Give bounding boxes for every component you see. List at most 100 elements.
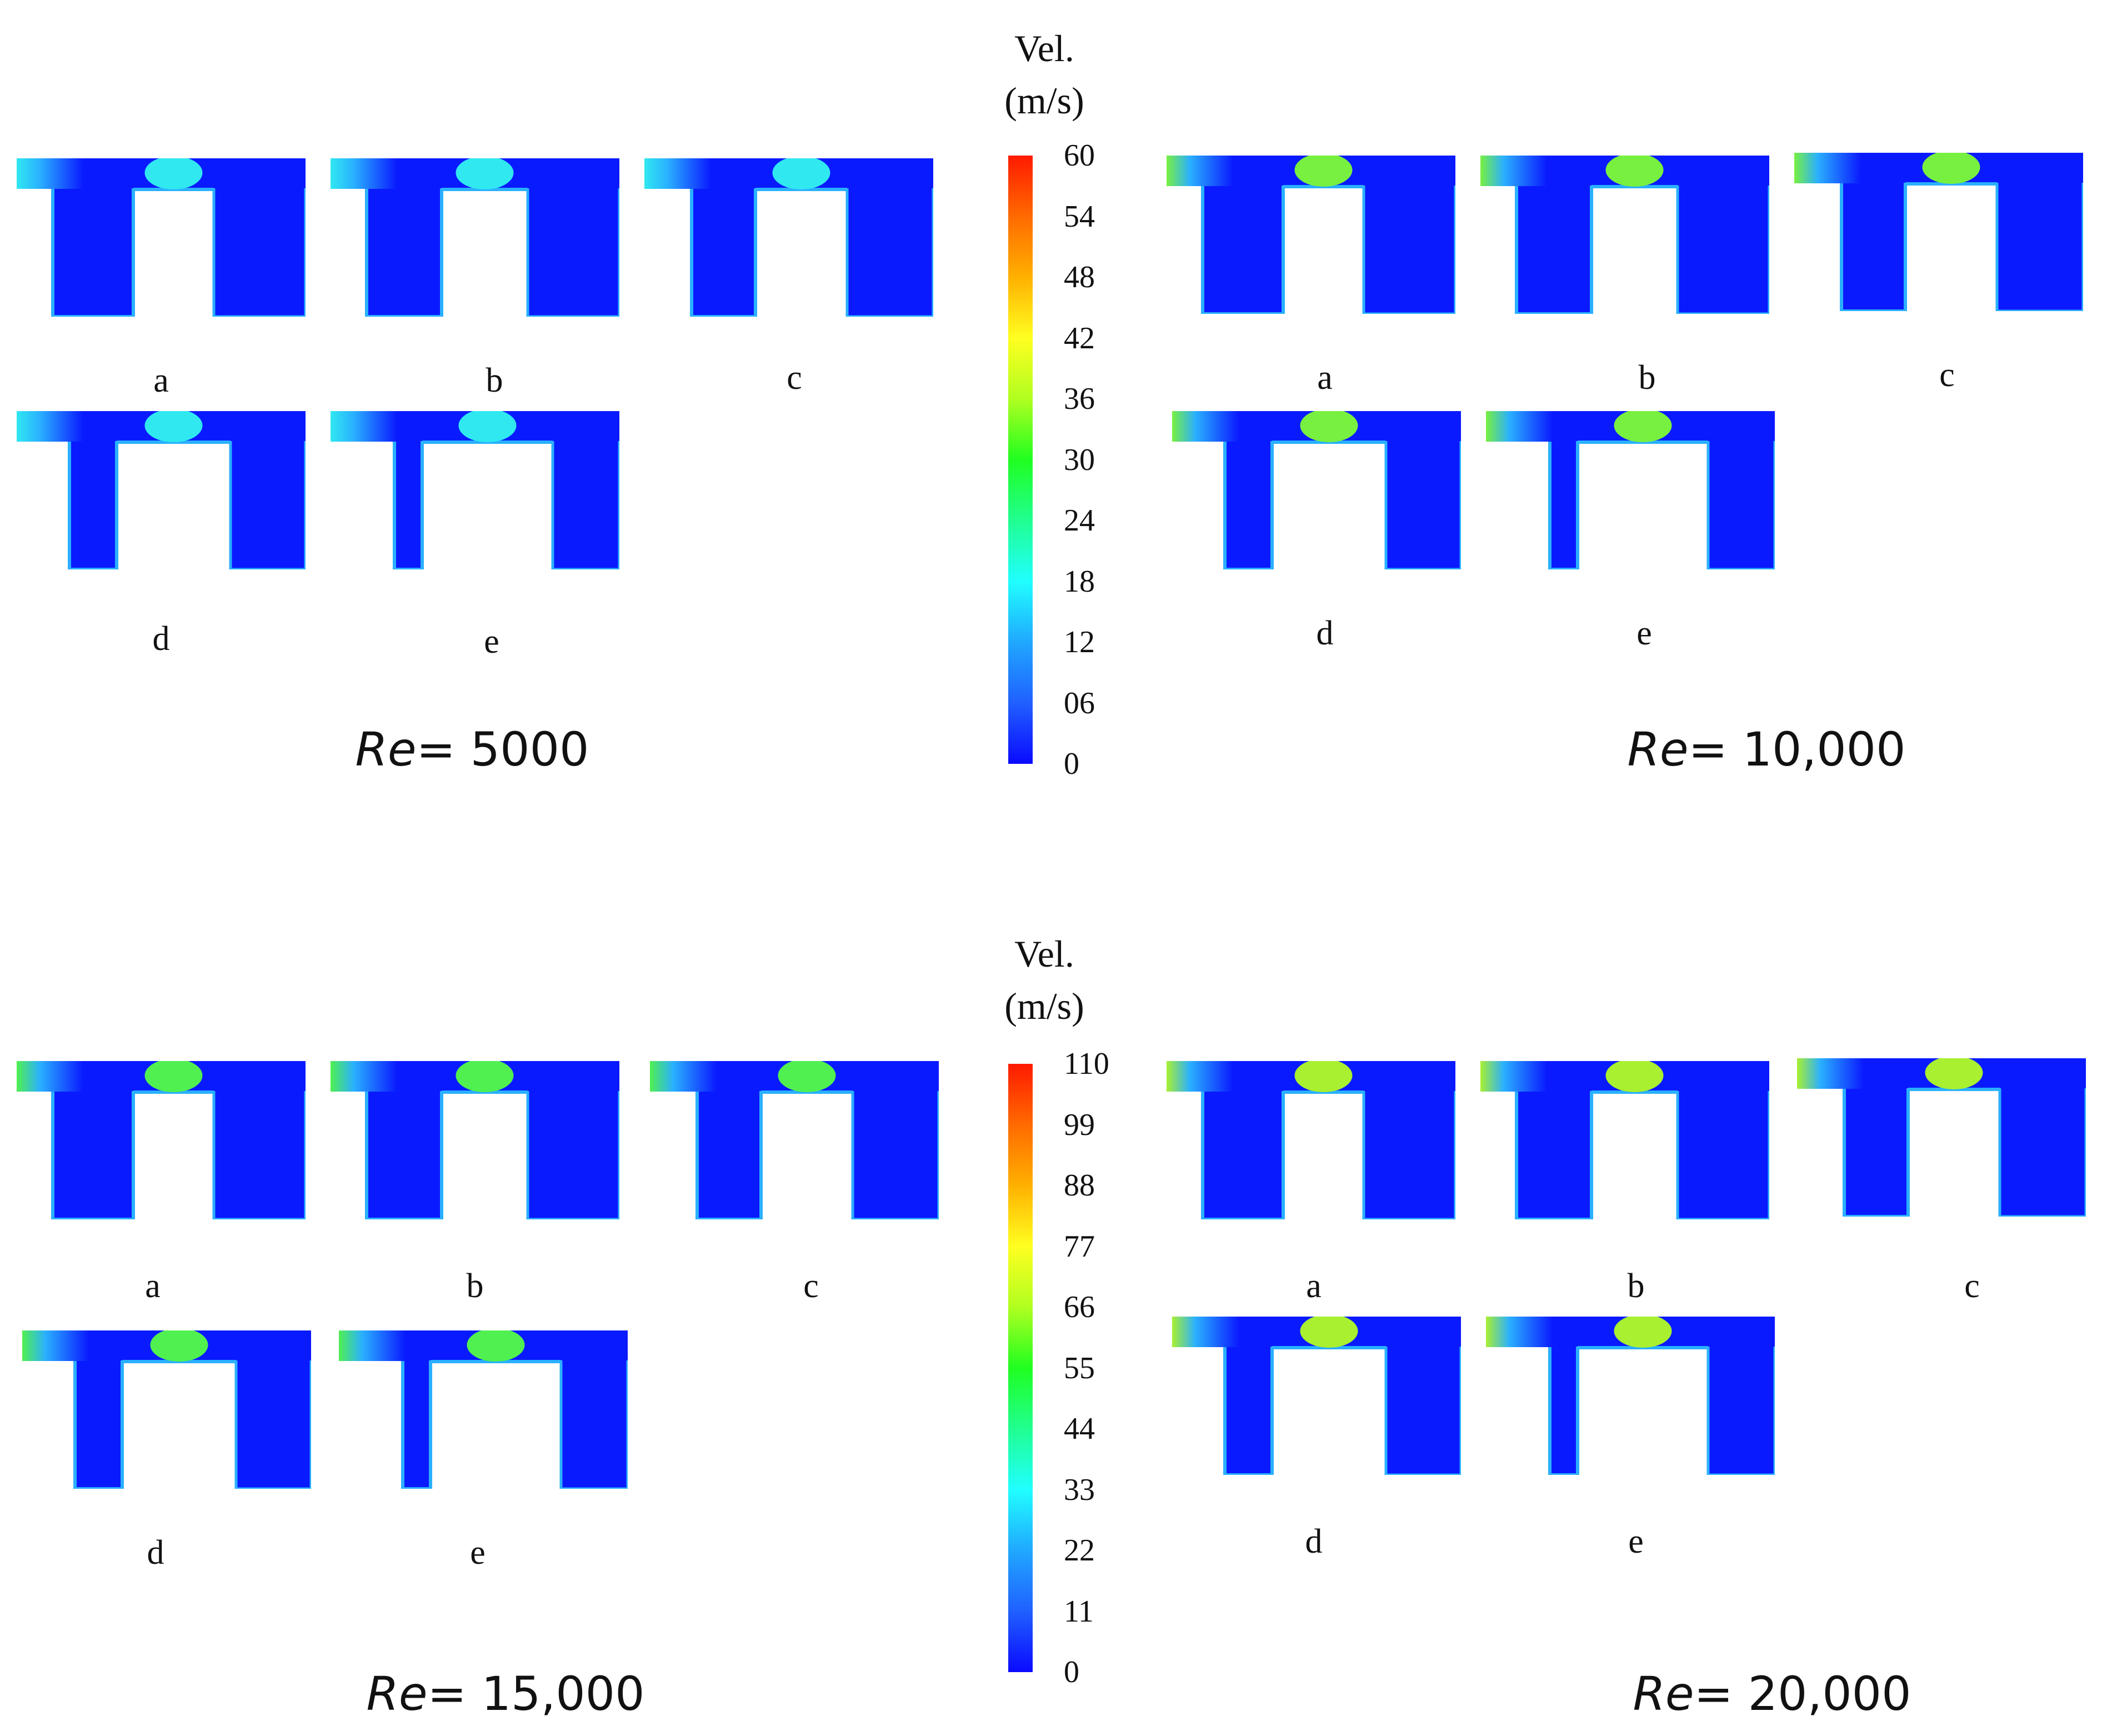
- left-cavity: [1515, 182, 1593, 314]
- right-cavity: [1362, 182, 1455, 314]
- colorbar-tick-label: 42: [1064, 321, 1095, 356]
- colorbar-tick-label: 0: [1064, 747, 1079, 781]
- contour-plot: [1167, 1061, 1455, 1219]
- throat-jet: [144, 158, 203, 189]
- colorbar-tick-label: 22: [1064, 1533, 1095, 1568]
- velocity-contour-d: [17, 411, 306, 569]
- left-cavity: [68, 437, 118, 569]
- contour-plot: [17, 411, 306, 569]
- throat-jet: [1294, 156, 1353, 187]
- throat-jet: [456, 158, 514, 189]
- colorbar-tick-label: 24: [1064, 503, 1095, 538]
- velocity-contour-a: [17, 158, 306, 317]
- panel-label-a: a: [1317, 359, 1333, 397]
- colorbar-tick-label: 06: [1064, 686, 1095, 721]
- colorbar-tick-label: 30: [1064, 442, 1095, 477]
- colorbar-tick-label: 33: [1064, 1472, 1095, 1507]
- right-cavity: [1384, 437, 1461, 569]
- re-symbol: Re: [366, 1667, 428, 1721]
- velocity-contour-e: [1486, 411, 1775, 569]
- colorbar-tick-label: 54: [1064, 199, 1095, 234]
- panel-label-e: e: [1628, 1523, 1644, 1560]
- panel-label-c: c: [803, 1267, 819, 1305]
- panel-label-a: a: [153, 362, 169, 399]
- contour-plot: [644, 158, 933, 317]
- panel-label-d: d: [147, 1534, 164, 1572]
- colorbar-tick-label: 110: [1064, 1047, 1109, 1081]
- left-cavity: [1201, 1087, 1285, 1219]
- panel-label-b: b: [466, 1267, 484, 1305]
- throat-jet: [467, 1330, 525, 1362]
- velocity-contour-d: [1172, 411, 1461, 569]
- colorbar-gradient: [1008, 156, 1033, 764]
- reynolds-number-label: Re= 15,000: [366, 1667, 644, 1721]
- throat-jet: [1925, 1058, 1983, 1089]
- right-cavity: [1706, 1343, 1775, 1475]
- contour-plot: [339, 1330, 628, 1489]
- contour-plot: [331, 1061, 619, 1219]
- left-cavity: [365, 1087, 443, 1219]
- panel-label-c: c: [787, 359, 802, 397]
- contour-plot: [331, 158, 619, 317]
- left-cavity: [1223, 437, 1274, 569]
- right-cavity: [1995, 179, 2083, 311]
- throat-jet: [1605, 1061, 1664, 1092]
- panel-label-e: e: [1636, 614, 1652, 652]
- left-cavity: [1548, 1343, 1579, 1475]
- colorbar-tick-label: 12: [1064, 625, 1095, 659]
- contour-plot: [1172, 1317, 1461, 1475]
- re-value: = 15,000: [427, 1667, 645, 1721]
- velocity-contour-a: [17, 1061, 306, 1219]
- panel-label-b: b: [1638, 359, 1656, 397]
- colorbar-gradient: [1008, 1064, 1033, 1672]
- left-cavity: [51, 1087, 135, 1219]
- panel-label-d: d: [1316, 614, 1334, 652]
- colorbar-tick-label: 88: [1064, 1168, 1095, 1203]
- colorbar-title: Vel. (m/s): [961, 22, 1128, 127]
- colorbar-tick-label: 48: [1064, 260, 1095, 294]
- colorbar-tick-label: 0: [1064, 1655, 1079, 1689]
- left-cavity: [365, 184, 443, 317]
- panel-label-a: a: [1306, 1267, 1322, 1305]
- right-cavity: [212, 184, 306, 317]
- velocity-contour-b: [331, 1061, 619, 1219]
- throat-jet: [458, 411, 517, 442]
- velocity-contour-c: [1794, 153, 2083, 311]
- contour-plot: [22, 1330, 311, 1489]
- right-cavity: [851, 1087, 939, 1219]
- contour-plot: [650, 1061, 939, 1219]
- right-cavity: [559, 1357, 628, 1489]
- velocity-contour-b: [1480, 156, 1769, 314]
- throat-jet: [778, 1061, 836, 1092]
- right-cavity: [1676, 1087, 1769, 1219]
- contour-plot: [1167, 156, 1455, 314]
- right-cavity: [212, 1087, 306, 1219]
- panel-label-b: b: [1627, 1267, 1645, 1305]
- re-value: = 20,000: [1694, 1667, 1911, 1721]
- throat-jet: [1614, 1317, 1672, 1348]
- velocity-contour-a: [1167, 1061, 1455, 1219]
- throat-jet: [1294, 1061, 1353, 1092]
- throat-jet: [1300, 411, 1358, 442]
- left-cavity: [393, 437, 424, 569]
- throat-jet: [150, 1330, 208, 1362]
- velocity-contour-d: [1172, 1317, 1461, 1475]
- re-value: = 10,000: [1688, 722, 1906, 777]
- contour-plot: [1480, 156, 1769, 314]
- panel-label-a: a: [145, 1267, 161, 1305]
- panel-label-e: e: [484, 623, 499, 661]
- right-cavity: [845, 184, 933, 317]
- velocity-contour-d: [22, 1330, 311, 1489]
- re-value: = 5000: [416, 722, 589, 777]
- right-cavity: [1384, 1343, 1461, 1475]
- panel-label-d: d: [1305, 1523, 1323, 1560]
- contour-plot: [1480, 1061, 1769, 1219]
- velocity-contour-e: [331, 411, 619, 569]
- panel-label-c: c: [1964, 1267, 1980, 1305]
- colorbar-tick-label: 77: [1064, 1229, 1095, 1264]
- right-cavity: [551, 437, 619, 569]
- reynolds-number-label: Re= 20,000: [1633, 1667, 1911, 1721]
- left-cavity: [695, 1087, 763, 1219]
- contour-plot: [1172, 411, 1461, 569]
